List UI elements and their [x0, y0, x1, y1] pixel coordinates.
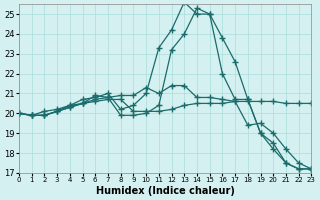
- X-axis label: Humidex (Indice chaleur): Humidex (Indice chaleur): [96, 186, 235, 196]
